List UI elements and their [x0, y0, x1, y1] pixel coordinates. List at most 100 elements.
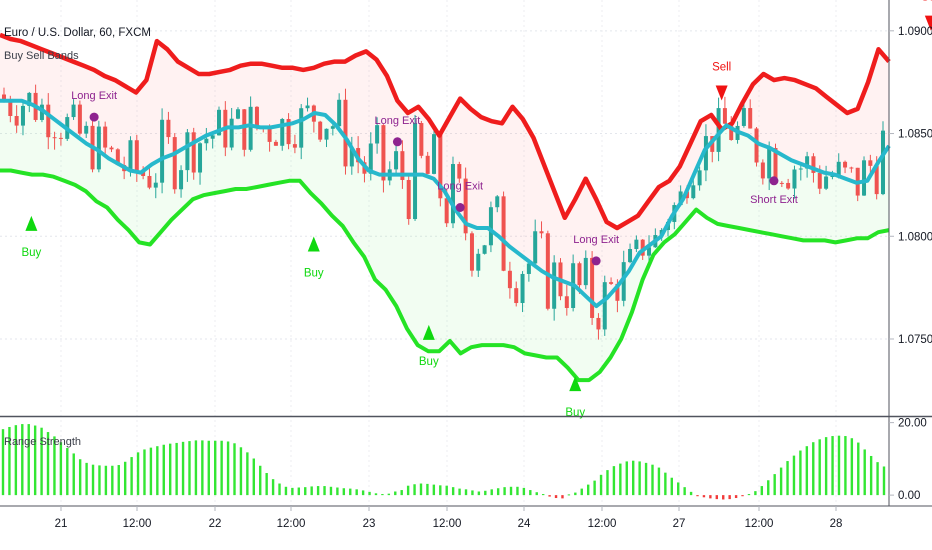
candle-body [77, 104, 82, 134]
candle-body [141, 171, 146, 176]
strength-bar [850, 438, 854, 496]
candle-body [476, 253, 481, 271]
strength-bar [123, 461, 127, 496]
candle-body [305, 105, 310, 109]
candle-body [286, 119, 291, 145]
time-tick-label: 12:00 [433, 518, 462, 530]
strength-bar [844, 436, 847, 496]
buy-arrow-icon [25, 215, 38, 231]
candle-body [254, 106, 259, 127]
candle-body [482, 245, 487, 254]
strength-bar [432, 484, 436, 496]
candle-body [862, 160, 867, 196]
candle-body [324, 128, 329, 140]
time-tick-label: 24 [518, 518, 531, 530]
candle-body [457, 164, 462, 179]
candle-body [539, 231, 544, 234]
candle-body [583, 257, 588, 286]
strength-bar [638, 461, 641, 496]
candle-body [526, 263, 531, 274]
strength-bar [612, 466, 616, 496]
candle-body [242, 109, 247, 150]
strength-bar [548, 495, 551, 497]
candle-body [697, 170, 702, 186]
strength-bar [33, 425, 37, 496]
strength-bar [239, 447, 243, 496]
strength-bar [651, 464, 654, 496]
exit-label: Long Exit [71, 90, 117, 102]
candle-body [830, 176, 835, 178]
strength-bar [516, 486, 519, 496]
strength-bar [664, 472, 667, 496]
candle-body [729, 123, 734, 140]
strength-bar [625, 461, 628, 496]
strength-bar [509, 486, 513, 496]
buy-arrow-icon [422, 324, 435, 340]
strength-bar [535, 492, 538, 496]
sell-label: Sell [712, 61, 731, 73]
candle-body [609, 282, 614, 284]
candle-body [811, 156, 816, 173]
strength-bar [869, 455, 873, 496]
strength-bar [361, 490, 365, 496]
candle-body [191, 132, 196, 173]
candle-body [58, 137, 63, 139]
sub-indicator-label[interactable]: Range Strength [4, 436, 82, 448]
strength-bar [792, 455, 796, 496]
candle-body [564, 296, 569, 308]
strength-bar [837, 435, 841, 496]
time-tick-label: 12:00 [588, 518, 617, 530]
strength-bar [310, 486, 313, 496]
candle-body [849, 167, 854, 169]
candle-body [375, 125, 380, 144]
time-tick-label: 12:00 [123, 518, 152, 530]
sell-arrow-icon [715, 85, 728, 101]
signal-buy: Buy [565, 376, 585, 419]
candle-body [514, 288, 519, 304]
strength-tick-label: 0.00 [898, 490, 920, 502]
upper-band-fill [0, 34, 889, 307]
strength-bar [201, 440, 204, 496]
candle-body [179, 170, 184, 190]
candle-body [337, 99, 342, 127]
strength-bar [812, 442, 815, 496]
candle-body [8, 101, 13, 117]
candle-body [760, 162, 765, 179]
strength-bar [368, 491, 371, 496]
main-indicator-label[interactable]: Buy Sell Bands [4, 50, 79, 62]
strength-bar [728, 495, 731, 500]
candle-body [805, 156, 810, 169]
strength-bar [484, 490, 487, 496]
candle-body [115, 149, 120, 166]
exit-dot-icon [769, 176, 779, 186]
strength-bar [21, 424, 24, 496]
strength-bar [471, 490, 474, 496]
strength-bar [696, 495, 699, 497]
time-tick-label: 21 [55, 518, 68, 530]
strength-bar [779, 467, 783, 496]
strength-bar [477, 491, 481, 496]
time-tick-label: 27 [673, 518, 686, 530]
candle-body [874, 165, 879, 195]
candle-body [330, 126, 335, 129]
candle-body [507, 270, 512, 289]
candle-body [20, 105, 25, 126]
signal-markers: Buy Long Exit Buy Long Exit Buy Long Exit Buy L… [21, 0, 932, 419]
buy-arrow-icon [307, 236, 320, 252]
strength-bar [194, 440, 198, 496]
strength-bar [130, 457, 133, 496]
candle-body [495, 196, 500, 208]
strength-bar [554, 495, 558, 499]
candle-body [722, 108, 727, 124]
time-tick-label: 12:00 [277, 518, 306, 530]
strength-bar [580, 488, 583, 496]
signal-long-exit: Long Exit [573, 234, 619, 266]
strength-bar [490, 489, 493, 496]
signal-buy: Buy [304, 236, 324, 279]
strength-bar [445, 485, 448, 496]
strength-bar [561, 495, 564, 499]
exit-dot-icon [591, 256, 601, 266]
strength-bar [175, 442, 178, 496]
